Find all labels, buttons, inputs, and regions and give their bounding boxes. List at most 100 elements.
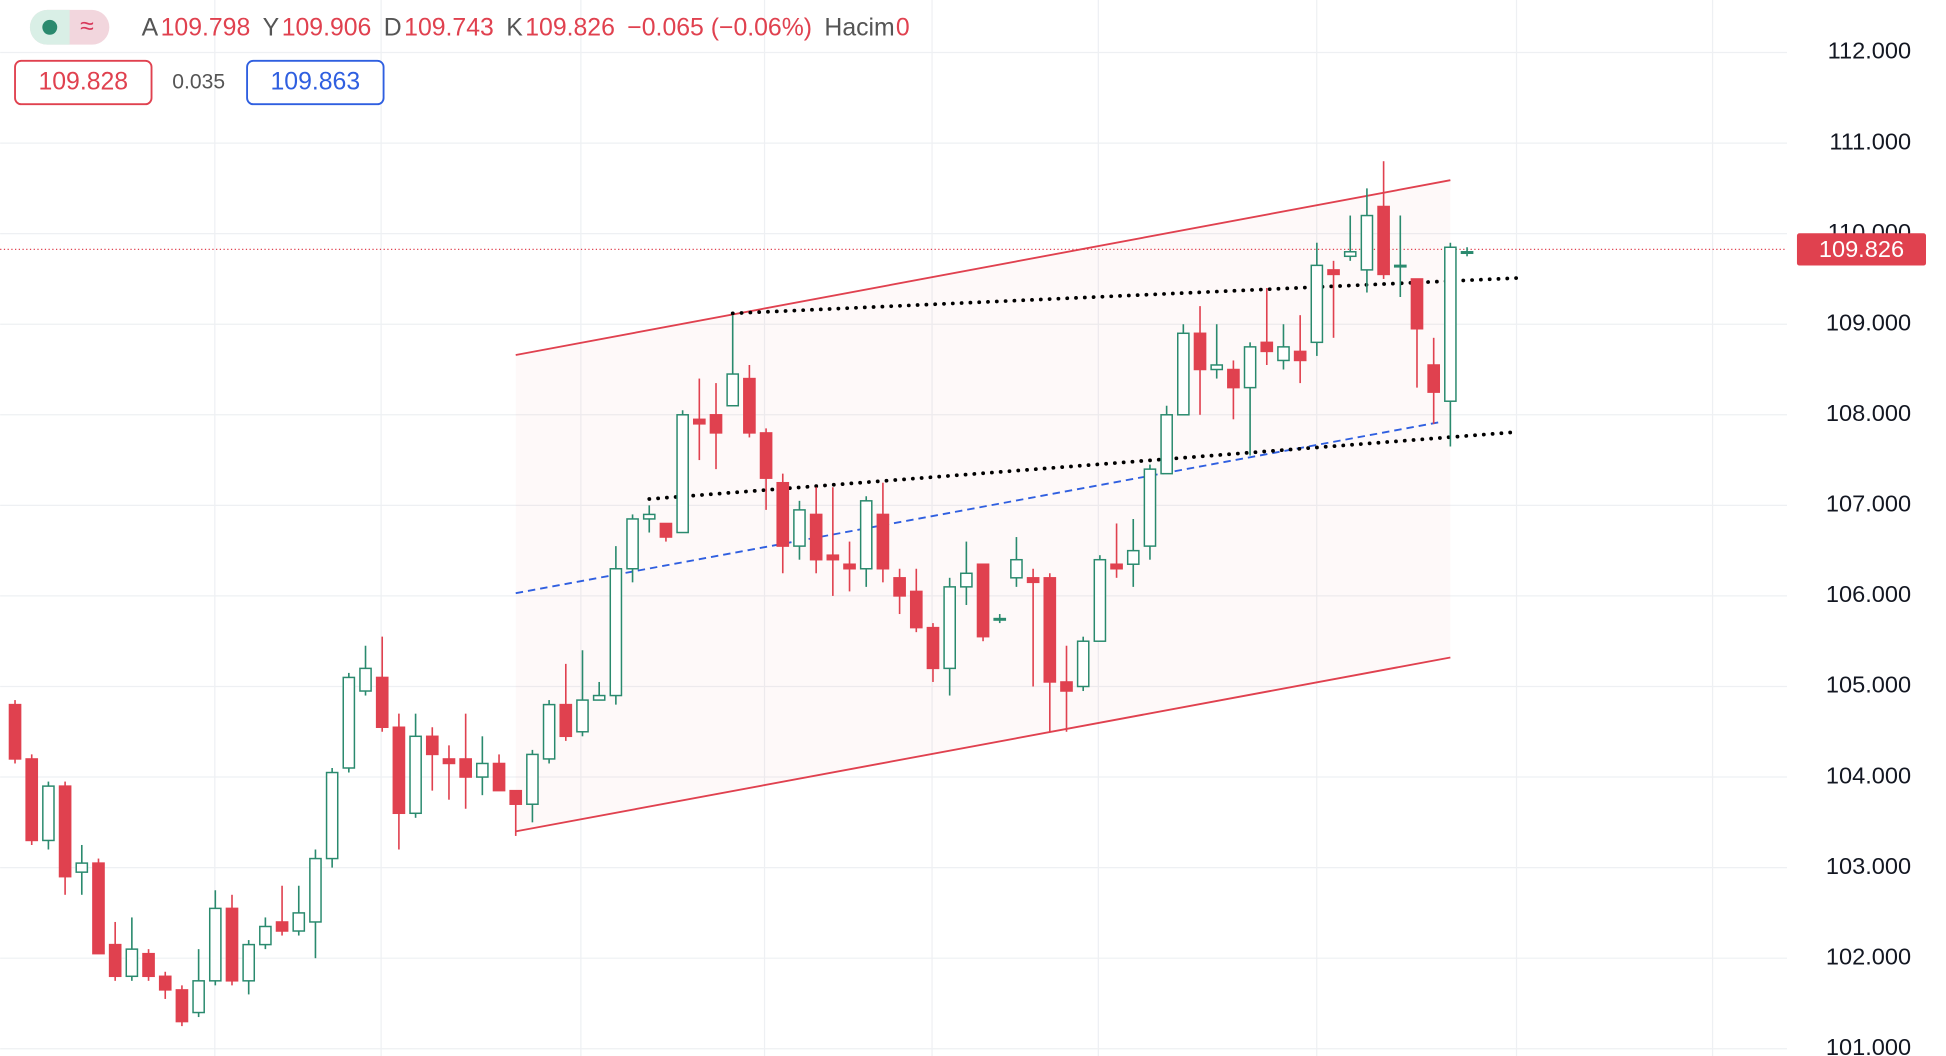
bid: 109.828 xyxy=(38,69,128,96)
candle-body xyxy=(960,572,973,588)
candle-body xyxy=(1143,468,1157,547)
candle-body xyxy=(175,989,189,1023)
ohlc-label: K xyxy=(506,14,523,41)
candle-body xyxy=(759,432,773,479)
y-tick-label: 102.000 xyxy=(1826,943,1911,969)
candle-body xyxy=(626,518,639,570)
candle-body xyxy=(275,921,289,932)
y-tick-label: 101.000 xyxy=(1826,1034,1911,1056)
candle-body xyxy=(108,943,122,978)
candle-body xyxy=(1444,246,1457,402)
candle-body xyxy=(1277,346,1290,362)
volume-label: Hacim xyxy=(824,14,894,41)
candle-body xyxy=(476,762,489,778)
candle-body xyxy=(909,590,923,629)
candle-body xyxy=(743,377,756,434)
candle-body xyxy=(993,617,1007,621)
candle-body xyxy=(592,694,606,701)
candle-body xyxy=(692,418,706,425)
candle-body xyxy=(1293,350,1307,362)
candle-body xyxy=(1427,364,1441,393)
y-tick-label: 104.000 xyxy=(1826,762,1911,788)
candle-body xyxy=(1093,558,1107,642)
candle-body xyxy=(559,703,573,738)
y-tick-label: 103.000 xyxy=(1826,853,1911,879)
header-icons: ≈ xyxy=(29,9,110,45)
ohlc-header: A 109.798 Y 109.906 D 109.743 K 109.826 −0.065 (… xyxy=(142,14,910,41)
drawing-line xyxy=(730,276,1519,316)
ohlc-value: 109.826 xyxy=(525,14,615,41)
spread: 0.035 xyxy=(172,71,225,94)
ohlc-label: Y xyxy=(263,14,280,41)
candle-body xyxy=(242,943,256,982)
y-tick-label: 107.000 xyxy=(1826,491,1911,517)
candle-body xyxy=(25,758,39,842)
candle-body xyxy=(659,522,673,538)
candle-body xyxy=(442,758,456,765)
candle-body xyxy=(459,758,472,778)
candle-body xyxy=(92,862,105,955)
y-tick-label: 111.000 xyxy=(1829,128,1911,154)
icon-dot xyxy=(42,19,58,35)
candle-body xyxy=(142,952,155,978)
change: −0.065 (−0.06%) xyxy=(627,14,812,41)
candle-body xyxy=(42,785,55,842)
y-tick-label: 106.000 xyxy=(1826,581,1911,607)
candle-body xyxy=(192,980,205,1014)
y-tick-label: 112.000 xyxy=(1828,38,1911,64)
candle-body xyxy=(793,509,806,547)
candle-body xyxy=(292,912,306,932)
candle-body xyxy=(876,513,890,570)
candle-body xyxy=(492,762,506,792)
candle-body xyxy=(409,735,422,815)
candle-body xyxy=(425,735,439,756)
candle-body xyxy=(1060,681,1073,692)
candle-body xyxy=(309,857,322,923)
candle-body xyxy=(843,563,856,570)
candle-body xyxy=(1343,251,1357,258)
candle-body xyxy=(208,907,222,982)
candle-body xyxy=(826,554,840,561)
candle-body xyxy=(1377,205,1390,276)
volume: 0 xyxy=(896,14,910,41)
y-tick-label: 109.000 xyxy=(1826,309,1911,335)
ohlc-value: 109.906 xyxy=(282,14,372,41)
candle-body xyxy=(1360,214,1374,271)
drawing-line xyxy=(515,421,1441,595)
candle-body xyxy=(225,907,239,982)
price-tag-label: 109.826 xyxy=(1819,236,1904,262)
ohlc-label: A xyxy=(142,14,159,41)
candle-body xyxy=(1126,549,1140,565)
ohlc-label: D xyxy=(384,14,402,41)
candle-body xyxy=(542,703,556,760)
ohlc-value: 109.743 xyxy=(404,14,494,41)
candle-body xyxy=(1410,278,1424,330)
candle-body xyxy=(1243,346,1257,389)
ohlc-value: 109.798 xyxy=(161,14,251,41)
candle-body xyxy=(726,373,740,407)
candle-body xyxy=(1310,264,1324,344)
candle-body xyxy=(1327,269,1340,276)
candle-body xyxy=(676,414,689,534)
candle-body xyxy=(709,414,723,434)
y-tick-label: 108.000 xyxy=(1826,400,1911,426)
candle-body xyxy=(509,789,523,805)
drawing-line xyxy=(515,656,1451,833)
bid-box[interactable] xyxy=(14,59,153,106)
candle-body xyxy=(392,726,406,815)
candle-body xyxy=(1110,563,1123,570)
price-tag xyxy=(1796,233,1927,266)
candle-body xyxy=(1260,341,1274,353)
ask-box[interactable] xyxy=(246,59,385,106)
candle-body xyxy=(943,586,956,670)
candle-body xyxy=(576,699,589,733)
candle-body xyxy=(976,563,990,638)
candle-body xyxy=(1193,332,1207,371)
ask: 109.863 xyxy=(271,69,361,96)
icon-wave: ≈ xyxy=(80,13,94,40)
candle-body xyxy=(1460,251,1474,255)
candle-body xyxy=(859,500,873,570)
y-tick-label: 105.000 xyxy=(1826,672,1911,698)
candle-body xyxy=(1160,414,1173,475)
